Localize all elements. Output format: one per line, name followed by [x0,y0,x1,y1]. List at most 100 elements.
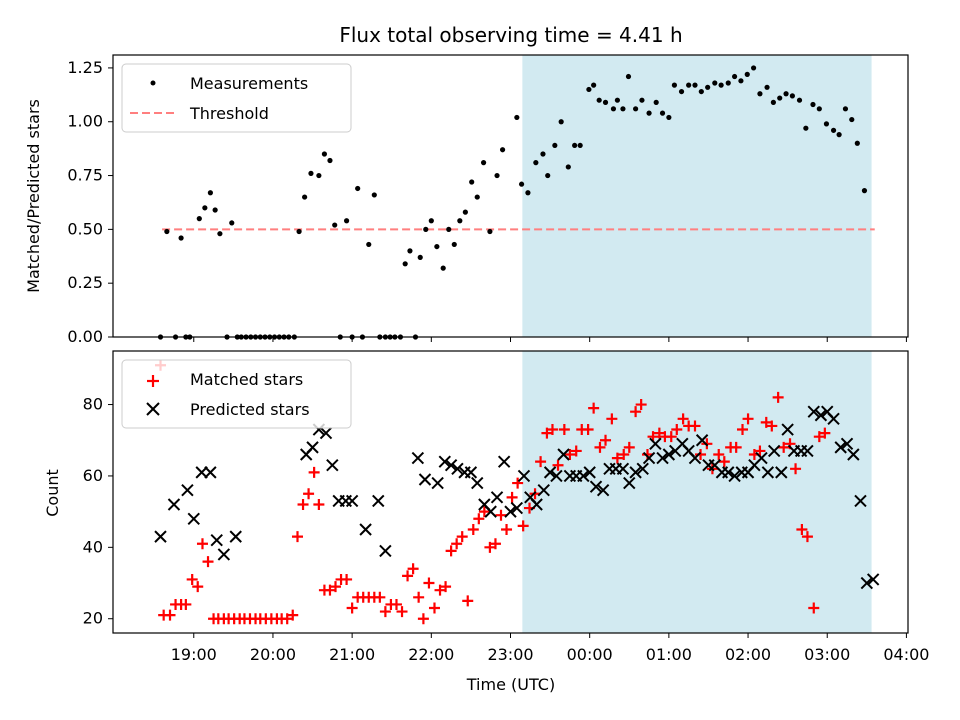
measurement-point [639,97,645,103]
bottom-shaded-interval [522,351,872,633]
matched-star-point [462,595,474,607]
measurement-point [545,172,551,179]
matched-star-point [495,509,507,521]
matched-star-point [582,424,594,436]
measurement-point [810,101,816,108]
measurements-panel: 0.00 0.25 0.50 0.75 1.00 1.25 Matched/Predict… [24,54,909,346]
measurement-point [207,190,213,196]
x-tick-label: 20:00 [250,645,296,664]
matched-star-point [484,541,496,553]
predicted-star-point [616,462,630,476]
bottom-y-tick-label: 80 [83,395,103,414]
measurement-point [731,73,738,80]
top-y-tick-label: 0.25 [67,273,103,292]
matched-star-point [396,606,408,618]
top-y-tick-label: 0.50 [67,219,103,238]
measurement-point [474,194,480,200]
measurement-point [646,110,652,116]
measurement-point [217,231,223,237]
matched-star-point [588,402,600,414]
predicted-star-point [854,494,867,508]
matched-star-point [330,581,342,593]
matched-star-point [346,602,358,614]
measurement-point [407,248,413,254]
measurement-point [610,106,617,112]
matched-star-point [623,441,635,453]
predicted-star-point [656,451,669,465]
legend-measurements-label: Measurements [190,74,308,93]
matched-star-point [281,613,293,625]
bottom-axes-frame [112,350,909,634]
x-tick-label: 23:00 [487,645,533,664]
matched-star-point [407,563,419,575]
top-y-tick-label: 1.00 [67,112,103,131]
x-tick-label: 21:00 [329,645,375,664]
measurement-point [178,235,184,241]
measurement-point [789,93,795,99]
predicted-star-point [866,573,880,586]
matched-star-point [390,598,402,610]
matched-star-point [671,424,683,436]
measurement-point [327,157,333,164]
measurement-point [836,132,842,138]
matched-star-point [772,391,784,403]
predicted-star-point [550,469,563,483]
matched-star-point [428,602,440,614]
matched-star-point [819,427,831,439]
bottom-legend: Matched stars Predicted stars [121,359,352,429]
predicted-star-point [834,441,847,454]
measurement-point [861,188,868,194]
measurement-point [666,114,672,121]
measurement-point [164,228,170,235]
legend-matched-marker [147,375,159,387]
matched-star-point [641,449,653,461]
measurement-point [533,160,539,166]
matched-star-points [155,360,831,625]
measurement-point [698,88,704,95]
measurement-point [428,218,434,224]
measurement-point [366,241,372,248]
matched-star-point [808,602,820,614]
measurement-point [712,80,718,86]
measurement-point [653,99,659,105]
matched-star-point [665,431,677,443]
matched-star-point [730,441,742,453]
matched-star-point [695,449,707,461]
measurement-point [678,88,685,95]
matched-star-point [445,545,457,557]
predicted-star-point [695,434,709,447]
matched-star-point [308,466,320,478]
matched-star-point [552,459,564,471]
measurement-point [540,151,546,157]
matched-star-point [718,456,730,468]
predicted-star-point [418,473,432,486]
counts-panel: 20 40 60 80 19:00 20:00 21:00 22:00 23:00 00:00 0… [43,351,929,694]
measurement-point [692,82,698,88]
bottom-y-ticks: 20 40 60 80 [83,395,113,628]
measurement-point [229,220,235,226]
measurement-point [462,209,468,215]
bottom-y-tick-label: 20 [83,609,103,628]
predicted-star-point [801,444,814,458]
matched-star-point [742,413,754,425]
x-tick-label: 02:00 [725,645,771,664]
predicted-star-point [510,501,524,515]
matched-star-point [313,498,325,510]
measurement-point [602,99,609,105]
matched-star-point [434,584,446,596]
measurement-point [718,82,724,88]
matched-star-point [456,531,468,543]
predicted-star-point [379,544,392,558]
measurement-point [725,80,731,86]
matched-star-point [790,463,802,475]
predicted-star-point [187,512,200,525]
matched-star-point [653,427,665,439]
measurement-point [849,116,855,123]
measurement-point [308,170,314,176]
predicted-star-point [623,476,636,490]
predicted-star-point [583,466,596,479]
matched-star-point [713,449,725,461]
measurement-point [686,82,692,88]
measurement-point [803,125,809,131]
matched-star-point [760,416,772,428]
